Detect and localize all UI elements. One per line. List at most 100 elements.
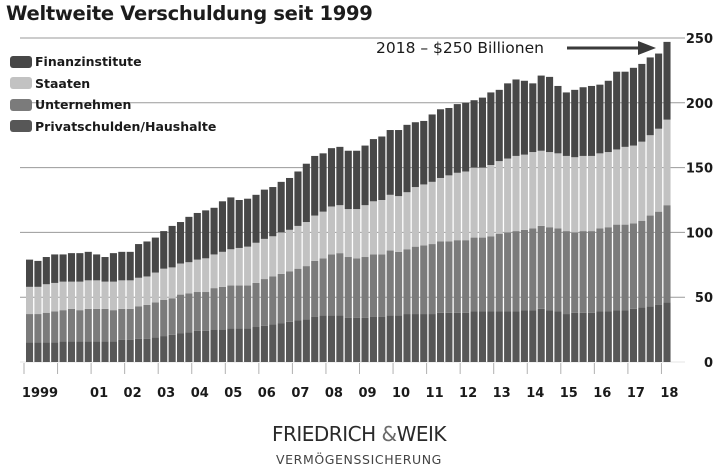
bar-segment-privatschulden-haushalte	[218, 329, 226, 362]
bar-segment-finanzinstitute	[395, 130, 403, 197]
bar-segment-staaten	[294, 225, 302, 269]
bar-segment-unternehmen	[76, 310, 84, 342]
bar-segment-unternehmen	[529, 228, 537, 311]
bar-segment-finanzinstitute	[302, 163, 310, 223]
bar-segment-staaten	[428, 181, 436, 245]
bar-segment-staaten	[34, 286, 42, 315]
bar-segment-privatschulden-haushalte	[411, 314, 419, 362]
x-tick-label: 13	[493, 386, 511, 401]
bar-segment-unternehmen	[84, 308, 92, 342]
bar-segment-staaten	[286, 229, 294, 272]
bar-segment-privatschulden-haushalte	[84, 341, 92, 362]
bar-segment-staaten	[143, 276, 151, 305]
bar-segment-staaten	[478, 167, 487, 238]
bar-segment-finanzinstitute	[353, 150, 361, 210]
bar-segment-unternehmen	[386, 250, 394, 316]
bar-segment-unternehmen	[193, 292, 201, 331]
bar-segment-unternehmen	[478, 237, 487, 312]
bar-segment-finanzinstitute	[504, 83, 512, 159]
bar-segment-staaten	[512, 155, 520, 232]
bar-segment-unternehmen	[546, 227, 554, 311]
bar-segment-staaten	[160, 268, 168, 300]
bar-segment-privatschulden-haushalte	[462, 312, 470, 362]
bar-segment-staaten	[621, 146, 629, 225]
bar-segment-privatschulden-haushalte	[361, 317, 369, 362]
bar-segment-privatschulden-haushalte	[126, 339, 134, 362]
bar-segment-privatschulden-haushalte	[478, 311, 487, 362]
brand-tagline: VERMÖGENSSICHERUNG	[276, 452, 442, 467]
legend-label: Staaten	[35, 75, 91, 91]
bar-segment-privatschulden-haushalte	[495, 311, 503, 362]
bar-segment-privatschulden-haushalte	[252, 327, 260, 362]
legend-swatch-privatschulden	[10, 120, 32, 133]
bar-segment-staaten	[118, 280, 126, 309]
bar-segment-privatschulden-haushalte	[336, 315, 344, 362]
bar-segment-staaten	[420, 184, 428, 246]
bar-segment-privatschulden-haushalte	[587, 312, 596, 362]
x-tick-label: 09	[358, 386, 376, 401]
bar-segment-finanzinstitute	[420, 120, 428, 185]
legend-label: Unternehmen	[35, 97, 132, 113]
bar-segment-finanzinstitute	[311, 155, 319, 216]
bar-segment-staaten	[504, 158, 512, 233]
bar-segment-unternehmen	[67, 308, 76, 342]
bar-segment-privatschulden-haushalte	[596, 311, 604, 362]
bar-segment-finanzinstitute	[202, 210, 210, 259]
bar-segment-privatschulden-haushalte	[571, 312, 579, 362]
bar-segment-privatschulden-haushalte	[168, 334, 176, 362]
bar-segment-staaten	[638, 141, 646, 221]
bar-segment-staaten	[587, 155, 596, 232]
bar-segment-staaten	[176, 263, 185, 295]
bar-segment-privatschulden-haushalte	[160, 336, 168, 362]
bar-segment-unternehmen	[411, 246, 419, 315]
bar-segment-staaten	[51, 282, 59, 312]
bar-segment-privatschulden-haushalte	[562, 314, 570, 362]
bar-segment-privatschulden-haushalte	[546, 310, 554, 362]
bar-segment-finanzinstitute	[26, 259, 34, 287]
bar-segment-staaten	[126, 280, 134, 309]
bar-segment-finanzinstitute	[386, 130, 394, 195]
bar-segment-staaten	[646, 135, 654, 216]
bar-segment-finanzinstitute	[604, 80, 612, 153]
bar-segment-staaten	[403, 192, 411, 250]
bar-segment-staaten	[244, 246, 252, 286]
bar-segment-staaten	[42, 284, 50, 313]
bar-segment-privatschulden-haushalte	[227, 328, 235, 362]
bar-segment-finanzinstitute	[135, 244, 143, 278]
bar-segment-unternehmen	[168, 298, 176, 335]
bar-segment-privatschulden-haushalte	[512, 311, 520, 362]
legend-label: Privatschulden/Haushalte	[35, 118, 217, 134]
bar-segment-privatschulden-haushalte	[487, 311, 495, 362]
bar-segment-unternehmen	[59, 310, 67, 342]
bar-segment-unternehmen	[126, 308, 134, 340]
bar-segment-unternehmen	[227, 285, 235, 329]
bar-segment-staaten	[101, 281, 109, 309]
bar-segment-finanzinstitute	[218, 201, 226, 252]
y-tick-label: 200	[686, 97, 713, 112]
bar-segment-privatschulden-haushalte	[613, 310, 621, 362]
bar-segment-finanzinstitute	[260, 189, 268, 239]
bar-segment-finanzinstitute	[59, 254, 67, 282]
bar-segment-finanzinstitute	[436, 109, 445, 178]
bar-segment-privatschulden-haushalte	[663, 302, 671, 362]
bar-segment-unternehmen	[235, 285, 243, 329]
bar-segment-finanzinstitute	[151, 237, 159, 273]
bar-segment-privatschulden-haushalte	[34, 342, 42, 362]
legend-item-unternehmen: Unternehmen	[10, 94, 216, 116]
bar-segment-privatschulden-haushalte	[353, 317, 361, 362]
bar-segment-privatschulden-haushalte	[327, 315, 336, 362]
bar-segment-unternehmen	[101, 308, 109, 342]
bar-segment-staaten	[76, 281, 84, 311]
bar-segment-privatschulden-haushalte	[143, 338, 151, 362]
bar-segment-unternehmen	[185, 293, 193, 333]
bar-segment-privatschulden-haushalte	[59, 341, 67, 362]
bar-segment-unternehmen	[638, 220, 646, 308]
x-tick-label: 11	[426, 386, 444, 401]
bar-segment-unternehmen	[344, 257, 352, 318]
bar-segment-privatschulden-haushalte	[395, 315, 403, 362]
bar-segment-unternehmen	[353, 258, 361, 318]
bar-segment-staaten	[395, 196, 403, 252]
bar-segment-staaten	[93, 280, 101, 309]
bar-segment-staaten	[327, 206, 336, 255]
bar-segment-staaten	[554, 153, 562, 229]
